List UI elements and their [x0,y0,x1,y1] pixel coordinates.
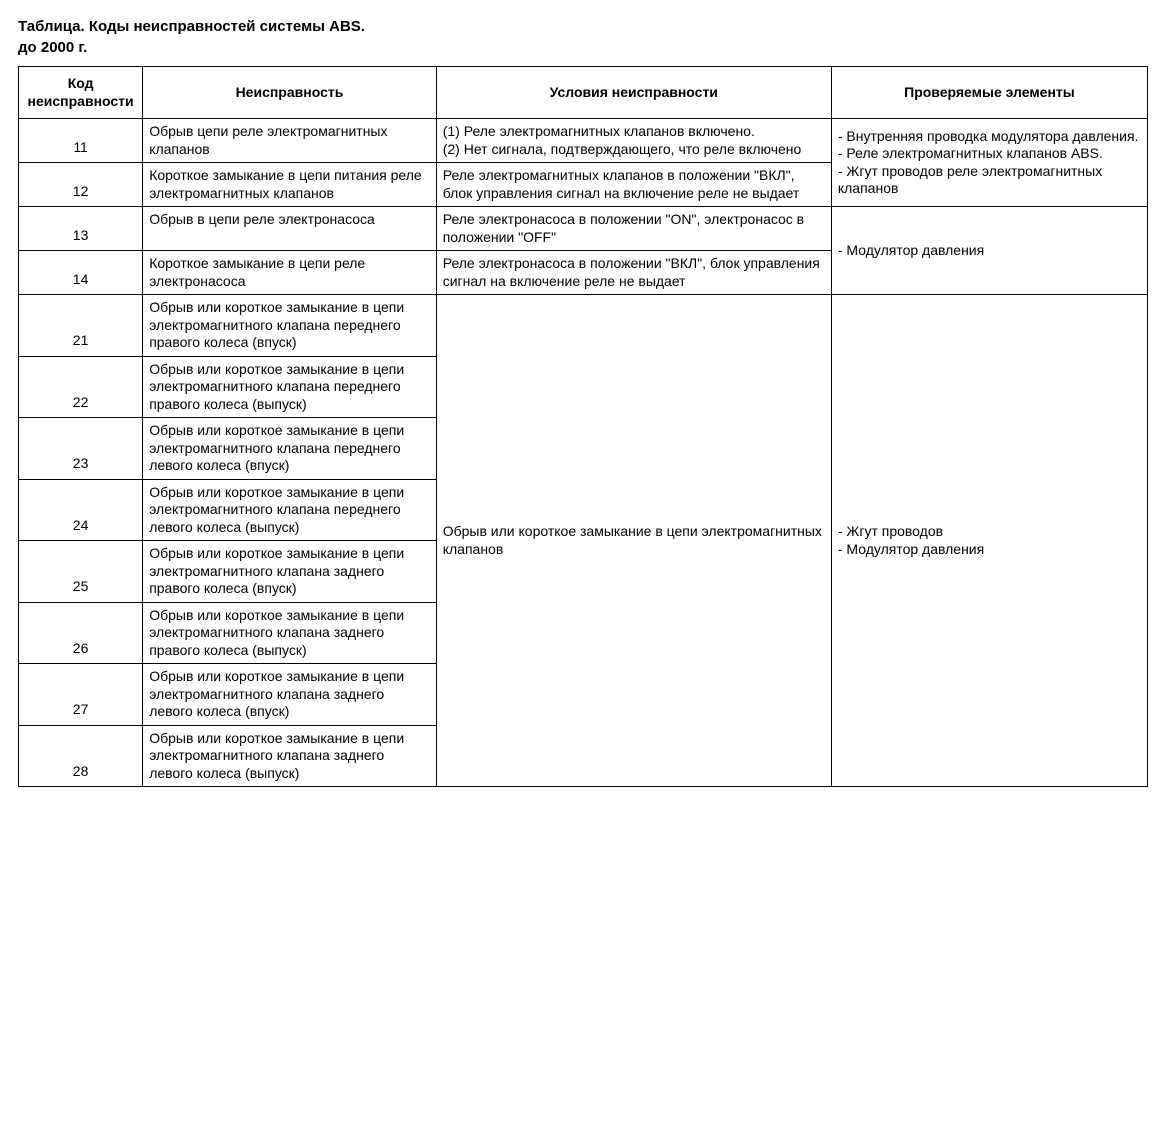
cell-fault: Обрыв или короткое замыкание в цепи элек… [143,295,437,357]
cell-fault: Обрыв или короткое замыкание в цепи элек… [143,479,437,541]
cell-code: 22 [19,356,143,418]
cell-code: 12 [19,163,143,207]
table-row: 21 Обрыв или короткое замыкание в цепи э… [19,295,1148,357]
cell-fault: Обрыв цепи реле электромагнитных клапано… [143,119,437,163]
cell-cond: Обрыв или короткое замыкание в цепи элек… [436,295,831,787]
cell-fault: Обрыв или короткое замыкание в цепи элек… [143,664,437,726]
cell-cond: Реле электронасоса в положении "ON", эле… [436,207,831,251]
cell-cond: (1) Реле электромагнитных клапанов включ… [436,119,831,163]
col-code: Код неисправности [19,67,143,119]
cell-cond: Реле электромагнитных клапанов в положен… [436,163,831,207]
page-title: Таблица. Коды неисправностей системы ABS… [18,18,1150,35]
col-cond: Условия неисправности [436,67,831,119]
cell-code: 11 [19,119,143,163]
cell-code: 13 [19,207,143,251]
col-check: Проверяемые элементы [831,67,1147,119]
cell-fault: Обрыв или короткое замыкание в цепи элек… [143,602,437,664]
cell-code: 26 [19,602,143,664]
cell-code: 24 [19,479,143,541]
cell-code: 28 [19,725,143,787]
page-subtitle: до 2000 г. [18,39,1150,56]
col-fault: Неисправность [143,67,437,119]
cell-check: - Модулятор давления [831,207,1147,295]
cell-fault: Короткое замыкание в цепи реле электрона… [143,251,437,295]
cell-fault: Обрыв или короткое замыкание в цепи элек… [143,418,437,480]
table-row: 11 Обрыв цепи реле электромагнитных клап… [19,119,1148,163]
cell-code: 25 [19,541,143,603]
cell-code: 23 [19,418,143,480]
cell-fault: Обрыв или короткое замыкание в цепи элек… [143,725,437,787]
cell-fault: Обрыв или короткое замыкание в цепи элек… [143,356,437,418]
cell-code: 14 [19,251,143,295]
cell-fault: Короткое замыкание в цепи питания реле э… [143,163,437,207]
table-row: 13 Обрыв в цепи реле электронасоса Реле … [19,207,1148,251]
cell-check: - Внутренняя проводка модулятора давлени… [831,119,1147,207]
cell-fault: Обрыв в цепи реле электронасоса [143,207,437,251]
cell-cond: Реле электронасоса в положении "ВКЛ", бл… [436,251,831,295]
cell-code: 21 [19,295,143,357]
table-header-row: Код неисправности Неисправность Условия … [19,67,1148,119]
cell-check: - Жгут проводов- Модулятор давления [831,295,1147,787]
cell-fault: Обрыв или короткое замыкание в цепи элек… [143,541,437,603]
cell-code: 27 [19,664,143,726]
fault-codes-table: Код неисправности Неисправность Условия … [18,66,1148,787]
